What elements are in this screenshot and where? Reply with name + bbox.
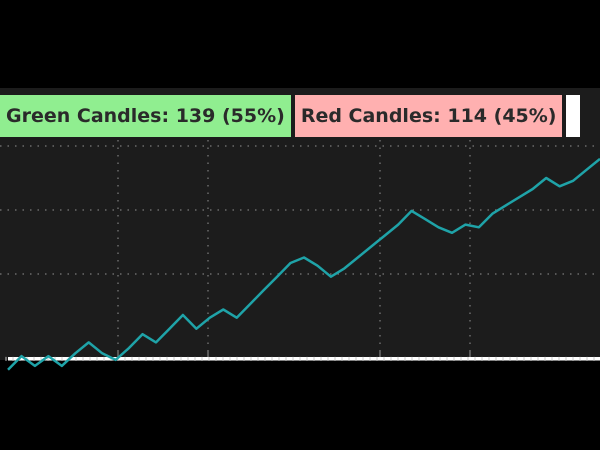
- equity-line: [7, 157, 600, 371]
- green-candles-label: Green Candles: 139 (55%): [0, 95, 291, 137]
- grid-layer: [0, 140, 600, 358]
- third-stat-label: [566, 95, 581, 137]
- candle-stats-bar: Green Candles: 139 (55%) Red Candles: 11…: [0, 95, 581, 137]
- series-layer: [5, 157, 600, 371]
- red-candles-label: Red Candles: 114 (45%): [294, 95, 563, 137]
